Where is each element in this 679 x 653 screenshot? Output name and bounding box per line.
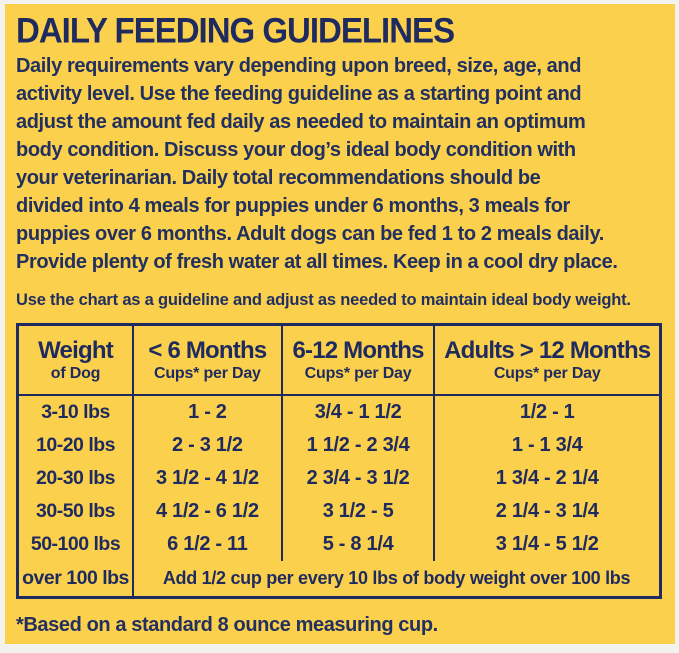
page-title: DAILY FEEDING GUIDELINES bbox=[16, 10, 455, 51]
weight-cell: 20-30 lbs bbox=[36, 467, 115, 489]
table-row: 10-20 lbs 2 - 3 1/2 1 1/2 - 2 3/4 1 - 1 … bbox=[18, 429, 661, 462]
intro-line: body condition. Discuss your dog’s ideal… bbox=[16, 139, 576, 161]
weight-cell: 10-20 lbs bbox=[36, 434, 115, 456]
adults-cell: 1 - 1 3/4 bbox=[433, 429, 661, 462]
header-adults: Adults > 12 Months Cups* per Day bbox=[433, 324, 661, 395]
yellow-panel: DAILY FEEDING GUIDELINES Daily requireme… bbox=[5, 4, 675, 644]
intro-line: adjust the amount fed daily as needed to… bbox=[16, 111, 586, 133]
m6to12-cell: 3/4 - 1 1/2 bbox=[280, 395, 435, 429]
weight-cell: 50-100 lbs bbox=[30, 533, 121, 555]
intro-line: Daily requirements vary depending upon b… bbox=[16, 55, 582, 77]
m6to12-cell: 2 3/4 - 3 1/2 bbox=[280, 462, 435, 495]
table-header-row: Weight of Dog < 6 Months Cups* per Day 6… bbox=[17, 324, 661, 396]
intro-line: your veterinarian. Daily total recommend… bbox=[16, 167, 541, 189]
adults-cell: 1/2 - 1 bbox=[433, 395, 661, 429]
header-6-12-months: 6-12 Months Cups* per Day bbox=[280, 324, 435, 395]
under6-cell: 6 1/2 - 11 bbox=[132, 528, 282, 561]
under6-cell: 2 - 3 1/2 bbox=[132, 429, 282, 462]
under6-cell: 1 - 2 bbox=[132, 395, 282, 429]
header-6-12-months-subtitle: Cups* per Day bbox=[304, 364, 412, 382]
table-row: 20-30 lbs 3 1/2 - 4 1/2 2 3/4 - 3 1/2 1 … bbox=[18, 462, 661, 495]
header-under-6-months-title: < 6 Months bbox=[148, 336, 267, 364]
m6to12-cell: 1 1/2 - 2 3/4 bbox=[280, 429, 435, 462]
intro-line: puppies over 6 months. Adult dogs can be… bbox=[16, 223, 604, 245]
adults-cell: 1 3/4 - 2 1/4 bbox=[433, 462, 661, 495]
weight-cell: over 100 lbs bbox=[22, 567, 129, 589]
header-under-6-months: < 6 Months Cups* per Day bbox=[132, 324, 282, 395]
m6to12-cell: 5 - 8 1/4 bbox=[280, 528, 435, 561]
header-weight: Weight of Dog bbox=[18, 325, 134, 396]
adults-cell: 2 1/4 - 3 1/4 bbox=[433, 495, 661, 528]
table-row: 50-100 lbs 6 1/2 - 11 5 - 8 1/4 3 1/4 - … bbox=[18, 528, 661, 561]
table-row-over-100-lbs: over 100 lbs Add 1/2 cup per every 10 lb… bbox=[18, 561, 661, 598]
chart-usage-note: Use the chart as a guideline and adjust … bbox=[16, 291, 631, 309]
header-weight-subtitle: of Dog bbox=[50, 364, 101, 382]
header-under-6-months-subtitle: Cups* per Day bbox=[153, 364, 261, 382]
adults-cell: 3 1/4 - 5 1/2 bbox=[433, 528, 661, 561]
intro-line: divided into 4 meals for puppies under 6… bbox=[16, 195, 570, 217]
header-adults-title: Adults > 12 Months bbox=[444, 336, 651, 364]
table-row: 3-10 lbs 1 - 2 3/4 - 1 1/2 1/2 - 1 bbox=[18, 395, 661, 429]
over-100-lbs-note-cell: Add 1/2 cup per every 10 lbs of body wei… bbox=[132, 561, 661, 598]
header-weight-title: Weight bbox=[38, 336, 114, 364]
m6to12-cell: 3 1/2 - 5 bbox=[280, 495, 435, 528]
under6-cell: 3 1/2 - 4 1/2 bbox=[132, 462, 282, 495]
intro-line: activity level. Use the feeding guidelin… bbox=[16, 83, 582, 105]
feeding-guidelines-table: Weight of Dog < 6 Months Cups* per Day 6… bbox=[16, 323, 662, 599]
intro-paragraph: Daily requirements vary depending upon b… bbox=[16, 52, 664, 276]
header-6-12-months-title: 6-12 Months bbox=[292, 336, 424, 364]
measuring-cup-footnote: *Based on a standard 8 ounce measuring c… bbox=[16, 614, 438, 636]
intro-line: Provide plenty of fresh water at all tim… bbox=[16, 251, 618, 273]
table-row: 30-50 lbs 4 1/2 - 6 1/2 3 1/2 - 5 2 1/4 … bbox=[18, 495, 661, 528]
under6-cell: 4 1/2 - 6 1/2 bbox=[132, 495, 282, 528]
weight-cell: 30-50 lbs bbox=[36, 500, 115, 522]
weight-cell: 3-10 lbs bbox=[41, 401, 110, 423]
header-adults-subtitle: Cups* per Day bbox=[493, 364, 601, 382]
